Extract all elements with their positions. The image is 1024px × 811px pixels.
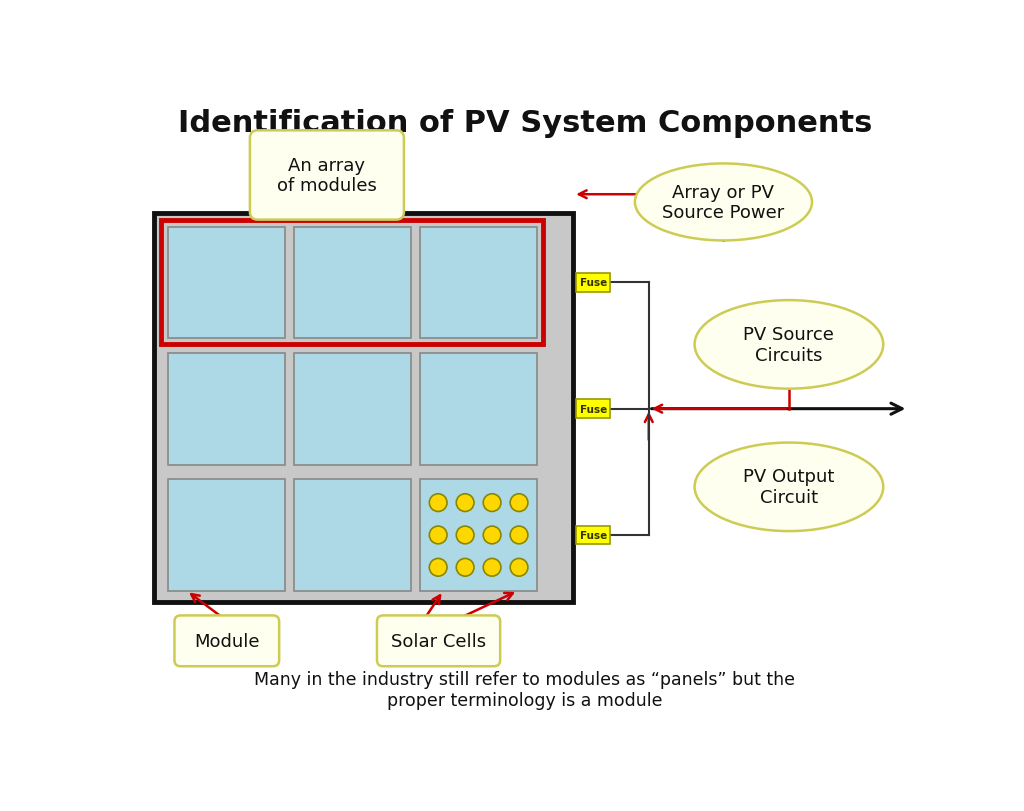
FancyBboxPatch shape bbox=[168, 227, 285, 339]
FancyBboxPatch shape bbox=[577, 526, 610, 544]
FancyBboxPatch shape bbox=[577, 400, 610, 418]
FancyBboxPatch shape bbox=[168, 479, 285, 591]
FancyBboxPatch shape bbox=[294, 354, 411, 465]
Text: Many in the industry still refer to modules as “panels” but the
proper terminolo: Many in the industry still refer to modu… bbox=[254, 670, 796, 709]
Text: PV Source
Circuits: PV Source Circuits bbox=[743, 325, 835, 364]
Text: Identification of PV System Components: Identification of PV System Components bbox=[177, 109, 872, 138]
Ellipse shape bbox=[694, 443, 884, 531]
FancyBboxPatch shape bbox=[168, 354, 285, 465]
FancyBboxPatch shape bbox=[377, 616, 500, 667]
FancyBboxPatch shape bbox=[294, 227, 411, 339]
Circle shape bbox=[483, 559, 501, 577]
FancyBboxPatch shape bbox=[420, 354, 538, 465]
Text: Fuse: Fuse bbox=[580, 530, 607, 540]
Ellipse shape bbox=[694, 301, 884, 389]
Text: An array
of modules: An array of modules bbox=[276, 157, 377, 195]
Circle shape bbox=[429, 559, 447, 577]
Circle shape bbox=[510, 559, 528, 577]
Circle shape bbox=[510, 494, 528, 512]
Ellipse shape bbox=[635, 164, 812, 241]
FancyBboxPatch shape bbox=[420, 479, 538, 591]
FancyBboxPatch shape bbox=[294, 479, 411, 591]
Circle shape bbox=[510, 526, 528, 544]
Circle shape bbox=[483, 526, 501, 544]
Circle shape bbox=[429, 494, 447, 512]
Text: Fuse: Fuse bbox=[580, 278, 607, 288]
Text: Fuse: Fuse bbox=[580, 404, 607, 414]
Circle shape bbox=[457, 494, 474, 512]
FancyBboxPatch shape bbox=[250, 131, 403, 221]
Circle shape bbox=[457, 526, 474, 544]
Text: Array or PV
Source Power: Array or PV Source Power bbox=[663, 183, 784, 222]
Text: Solar Cells: Solar Cells bbox=[391, 632, 486, 650]
Circle shape bbox=[429, 526, 447, 544]
Circle shape bbox=[483, 494, 501, 512]
FancyBboxPatch shape bbox=[577, 274, 610, 292]
Text: PV Output
Circuit: PV Output Circuit bbox=[743, 468, 835, 507]
FancyBboxPatch shape bbox=[174, 616, 280, 667]
FancyBboxPatch shape bbox=[154, 214, 573, 603]
FancyBboxPatch shape bbox=[420, 227, 538, 339]
Circle shape bbox=[457, 559, 474, 577]
Text: Module: Module bbox=[195, 632, 259, 650]
